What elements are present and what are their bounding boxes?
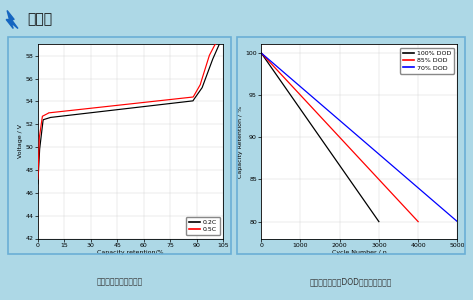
- 0.5C: [142, 100, 148, 104]
- 0.5C: [172, 97, 178, 101]
- X-axis label: Capacity retention/%: Capacity retention/%: [97, 250, 164, 255]
- Legend: 100% DOD, 85% DOD, 70% DOD: 100% DOD, 85% DOD, 70% DOD: [400, 47, 454, 74]
- 0.2C: [172, 101, 178, 105]
- Line: 0.2C: 0.2C: [38, 43, 220, 184]
- X-axis label: Cycle Number / n: Cycle Number / n: [332, 250, 386, 255]
- 0.2C: [157, 103, 162, 106]
- 0.2C: [82, 112, 88, 115]
- 0.2C: [117, 107, 123, 111]
- 0.5C: [217, 37, 223, 40]
- Text: 不同倍率下的充电曲线: 不同倍率下的充电曲线: [96, 278, 142, 286]
- 0.5C: [157, 99, 162, 103]
- 0.5C: [67, 109, 73, 112]
- 0.5C: [117, 103, 123, 107]
- Text: 不同深度放电（DOD）下的寿命周期: 不同深度放电（DOD）下的寿命周期: [310, 278, 393, 286]
- 0.2C: [142, 105, 148, 108]
- 0.2C: [217, 41, 223, 45]
- Y-axis label: Capacity Retention / %: Capacity Retention / %: [237, 105, 243, 178]
- Text: 朗凯威: 朗凯威: [27, 13, 53, 26]
- 0.2C: [67, 113, 73, 117]
- 0.5C: [82, 107, 88, 111]
- Legend: 0.2C, 0.5C: 0.2C, 0.5C: [186, 217, 220, 236]
- 0.2C: [35, 182, 41, 185]
- Line: 0.5C: 0.5C: [38, 39, 220, 179]
- 0.5C: [35, 177, 41, 181]
- Y-axis label: Voltage / V: Voltage / V: [18, 124, 23, 158]
